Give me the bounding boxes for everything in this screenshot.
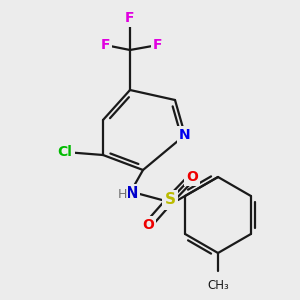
- Text: N: N: [126, 185, 138, 200]
- Text: S: S: [164, 193, 175, 208]
- Text: N: N: [179, 128, 191, 142]
- Text: Cl: Cl: [58, 145, 72, 159]
- Text: F: F: [153, 38, 163, 52]
- Text: CH₃: CH₃: [207, 279, 229, 292]
- Text: F: F: [125, 11, 135, 25]
- Text: H: H: [117, 188, 127, 200]
- Text: F: F: [100, 38, 110, 52]
- Text: O: O: [186, 170, 198, 184]
- Text: O: O: [142, 218, 154, 232]
